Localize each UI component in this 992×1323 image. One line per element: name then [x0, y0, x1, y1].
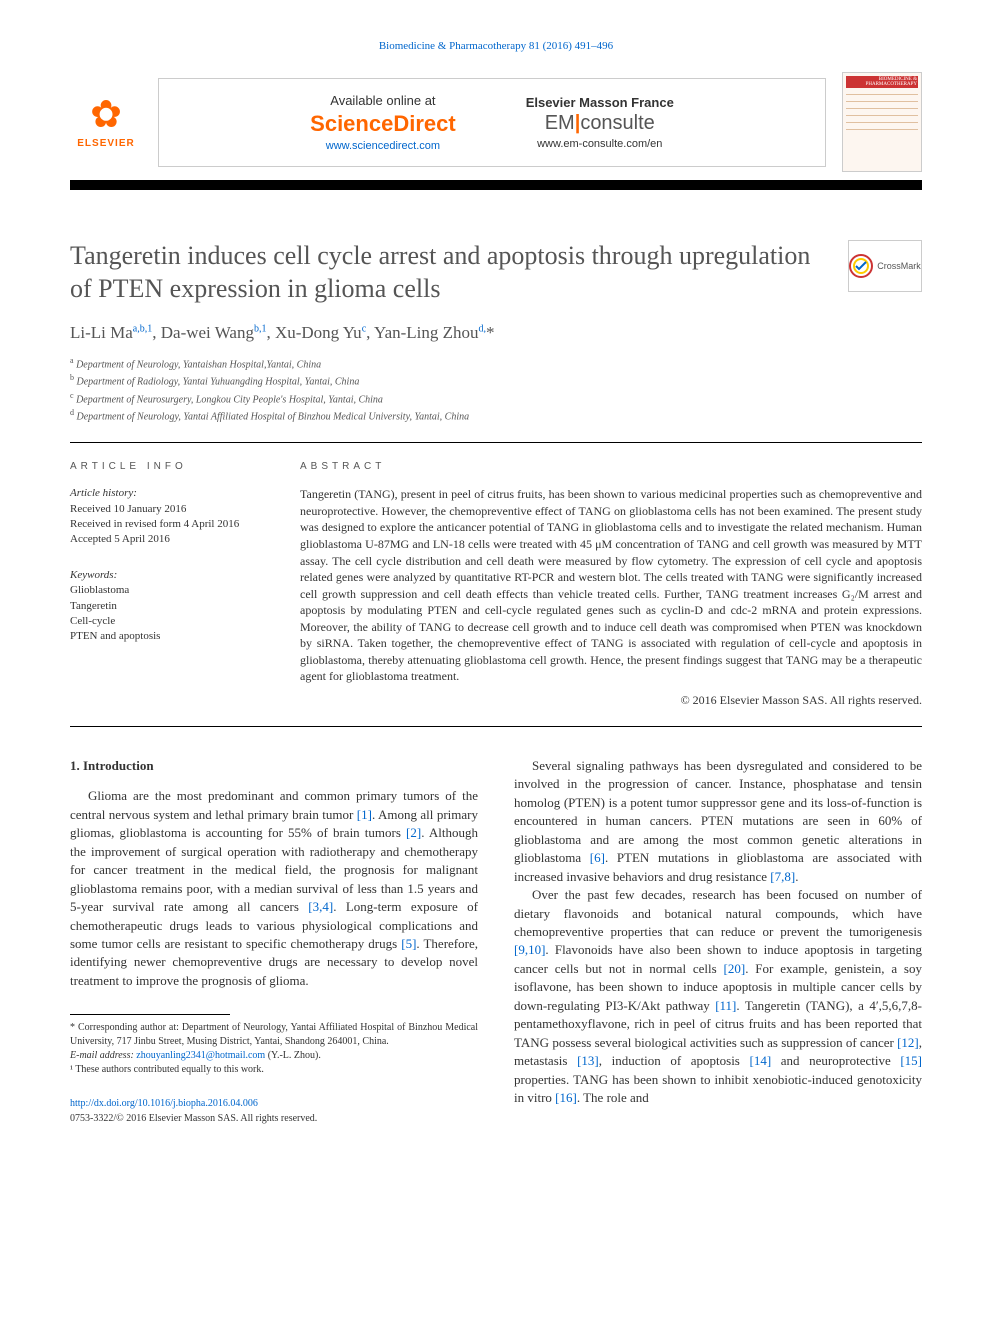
history-title: Article history: [70, 486, 260, 501]
affiliations: a Department of Neurology, Yantaishan Ho… [70, 355, 922, 424]
citation-link[interactable]: [16] [555, 1090, 577, 1105]
divider [70, 726, 922, 727]
equal-contribution: ¹ These authors contributed equally to t… [70, 1063, 478, 1077]
footnote-rule [70, 1014, 230, 1015]
keyword: PTEN and apoptosis [70, 629, 260, 644]
emconsulte-block: Elsevier Masson France EM|consulte www.e… [526, 95, 674, 150]
abstract-copyright: © 2016 Elsevier Masson SAS. All rights r… [300, 693, 922, 708]
received-date: Received 10 January 2016 [70, 502, 260, 517]
corresponding-author: * Corresponding author at: Department of… [70, 1021, 478, 1049]
email-line: E-mail address: zhouyanling2341@hotmail.… [70, 1049, 478, 1063]
citation-link[interactable]: [11] [715, 998, 736, 1013]
elsevier-tree-icon: ✿ [90, 96, 122, 134]
citation-link[interactable]: [7,8] [770, 869, 795, 884]
citation-link[interactable]: [2] [406, 825, 421, 840]
citation-link[interactable]: [13] [577, 1053, 599, 1068]
availability-block: Available online at ScienceDirect www.sc… [158, 78, 826, 167]
accepted-date: Accepted 5 April 2016 [70, 532, 260, 547]
issn-copyright: 0753-3322/© 2016 Elsevier Masson SAS. Al… [70, 1113, 317, 1124]
citation-link[interactable]: [14] [749, 1053, 771, 1068]
body-column-left: 1. Introduction Glioma are the most pred… [70, 757, 478, 1126]
em-url[interactable]: www.em-consulte.com/en [526, 138, 674, 150]
doi-link[interactable]: http://dx.doi.org/10.1016/j.biopha.2016.… [70, 1098, 258, 1109]
header-rule [70, 180, 922, 190]
sciencedirect-block: Available online at ScienceDirect www.sc… [310, 93, 456, 152]
author-list: Li-Li Maa,b,1, Da-wei Wangb,1, Xu-Dong Y… [70, 323, 922, 343]
elsevier-logo: ✿ ELSEVIER [70, 82, 142, 162]
citation-link[interactable]: [9,10] [514, 942, 545, 957]
citation-link[interactable]: [1] [357, 807, 372, 822]
elsevier-name: ELSEVIER [77, 138, 134, 149]
sciencedirect-url[interactable]: www.sciencedirect.com [310, 140, 456, 152]
emf-title: Elsevier Masson France [526, 95, 674, 110]
em-logo: EM|consulte [526, 112, 674, 135]
citation-link[interactable]: [15] [900, 1053, 922, 1068]
journal-header-link[interactable]: Biomedicine & Pharmacotherapy 81 (2016) … [70, 40, 922, 52]
journal-cover-thumbnail: BIOMEDICINE & PHARMACOTHERAPY [842, 72, 922, 172]
doi-block: http://dx.doi.org/10.1016/j.biopha.2016.… [70, 1097, 478, 1125]
sciencedirect-logo: ScienceDirect [310, 111, 456, 137]
abstract-label: ABSTRACT [300, 461, 922, 472]
keyword: Cell-cycle [70, 614, 260, 629]
paragraph: Glioma are the most predominant and comm… [70, 787, 478, 990]
section-heading: 1. Introduction [70, 757, 478, 775]
publisher-header: ✿ ELSEVIER Available online at ScienceDi… [70, 72, 922, 172]
abstract-text: Tangeretin (TANG), present in peel of ci… [300, 486, 922, 685]
citation-link[interactable]: [20] [724, 961, 746, 976]
crossmark-badge[interactable]: CrossMark [848, 240, 922, 292]
citation-link[interactable]: [12] [897, 1035, 919, 1050]
cover-title: BIOMEDICINE & PHARMACOTHERAPY [846, 76, 918, 88]
keywords-title: Keywords: [70, 568, 260, 583]
email-link[interactable]: zhouyanling2341@hotmail.com [136, 1050, 265, 1061]
divider [70, 442, 922, 443]
keyword: Glioblastoma [70, 583, 260, 598]
paragraph: Several signaling pathways has been dysr… [514, 757, 922, 886]
keyword: Tangeretin [70, 599, 260, 614]
abstract-column: ABSTRACT Tangeretin (TANG), present in p… [300, 461, 922, 708]
footnotes: * Corresponding author at: Department of… [70, 1021, 478, 1077]
article-info-column: ARTICLE INFO Article history: Received 1… [70, 461, 260, 708]
crossmark-icon [849, 254, 873, 278]
citation-link[interactable]: [6] [590, 850, 605, 865]
paragraph: Over the past few decades, research has … [514, 886, 922, 1107]
article-info-label: ARTICLE INFO [70, 461, 260, 472]
citation-link[interactable]: [5] [401, 936, 416, 951]
article-title: Tangeretin induces cell cycle arrest and… [70, 240, 824, 305]
available-label: Available online at [310, 93, 456, 108]
citation-link[interactable]: [3,4] [308, 899, 333, 914]
body-column-right: Several signaling pathways has been dysr… [514, 757, 922, 1126]
revised-date: Received in revised form 4 April 2016 [70, 517, 260, 532]
